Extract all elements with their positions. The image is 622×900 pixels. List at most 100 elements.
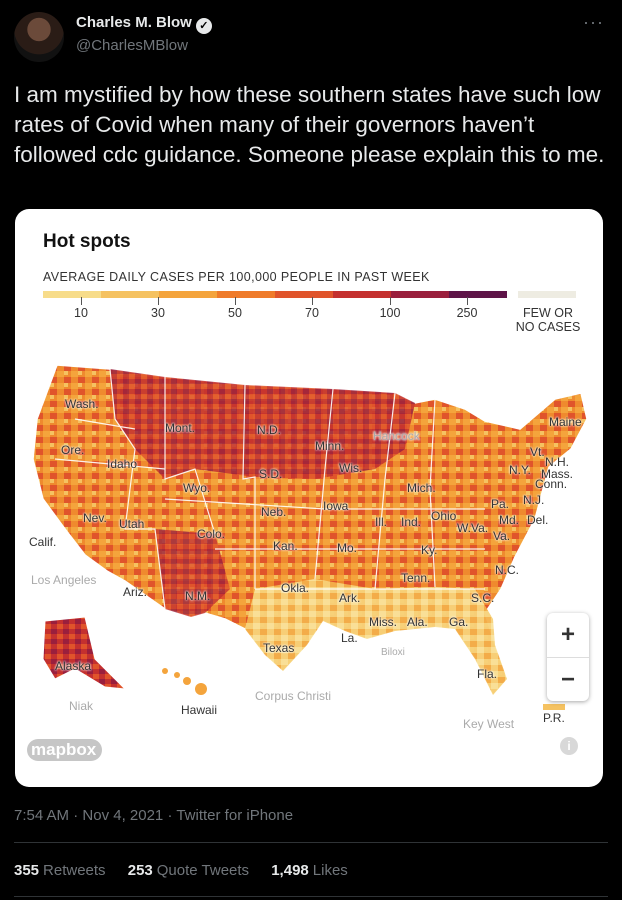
tweet-source[interactable]: Twitter for iPhone: [176, 807, 294, 824]
quote-tweets-stat[interactable]: 253 Quote Tweets: [127, 862, 250, 879]
legend-swatch: [217, 291, 275, 298]
map-label-los-angeles: Los Angeles: [31, 573, 97, 587]
tweet-date[interactable]: Nov 4, 2021: [82, 807, 164, 824]
map-label-ky: Ky.: [421, 543, 438, 557]
legend-title: AVERAGE DAILY CASES PER 100,000 PEOPLE I…: [43, 270, 430, 284]
map-label-wva: W.Va.: [457, 521, 489, 535]
map-label-nh: N.H.: [545, 455, 569, 469]
map-label-key-west: Key West: [463, 717, 515, 731]
map-label-alaska: Alaska: [55, 659, 92, 673]
map-label-va: Va.: [493, 529, 511, 543]
map-label-conn: Conn.: [535, 477, 568, 491]
mapbox-logo[interactable]: mapbox: [27, 739, 103, 761]
divider: [14, 896, 608, 897]
legend-swatch: [275, 291, 333, 298]
tweet-meta: 7:54 AM · Nov 4, 2021 · Twitter for iPho…: [14, 807, 294, 824]
map-label-ill: Ill.: [375, 515, 387, 529]
zoom-controls: + −: [547, 613, 589, 701]
avatar[interactable]: [14, 12, 64, 62]
map-label-iowa: Iowa: [323, 499, 349, 513]
map-label-sc: S.C.: [471, 591, 495, 605]
map-label-ny: N.Y.: [509, 463, 531, 477]
legend-tick: [312, 297, 313, 305]
legend-tick: [158, 297, 159, 305]
retweets-stat[interactable]: 355 Retweets: [14, 862, 106, 879]
map-label-miss: Miss.: [369, 615, 397, 629]
info-icon[interactable]: i: [560, 737, 578, 755]
legend-color-scale: [43, 291, 507, 298]
map-label-sd: S.D.: [259, 467, 283, 481]
tweet-stats: 355 Retweets 253 Quote Tweets 1,498 Likes: [14, 862, 366, 879]
legend-swatch: [449, 291, 507, 298]
legend-swatch: [159, 291, 217, 298]
map-label-nd: N.D.: [257, 423, 281, 437]
map-label-ark: Ark.: [339, 591, 361, 605]
map-label-corpus-christi: Corpus Christi: [255, 689, 332, 703]
map-label-utah: Utah: [119, 517, 145, 531]
map-label-texas: Texas: [263, 641, 295, 655]
map-label-pa: Pa.: [491, 497, 510, 511]
legend-tick-label: 250: [456, 306, 478, 320]
map-label-fla: Fla.: [477, 667, 498, 681]
map-label-nj: N.J.: [523, 493, 545, 507]
legend-none-swatch: [518, 291, 576, 298]
more-options-icon[interactable]: ···: [583, 12, 604, 32]
map-label-mass: Mass.: [541, 467, 574, 481]
legend-tick-label: 50: [228, 306, 242, 320]
zoom-out-button[interactable]: −: [560, 666, 575, 693]
map-label-okla: Okla.: [281, 581, 310, 595]
author-handle[interactable]: @CharlesMBlow: [76, 37, 188, 54]
author-name[interactable]: Charles M. Blow ✓: [76, 14, 212, 34]
legend-tick: [467, 297, 468, 305]
map-label-pr: P.R.: [543, 711, 565, 725]
map-label-md: Md.: [499, 513, 520, 527]
map-label-wyo: Wyo.: [183, 481, 211, 495]
map-label-minn: Minn.: [315, 439, 345, 453]
map-label-ala: Ala.: [407, 615, 428, 629]
map-label-vt: Vt.: [530, 445, 545, 459]
map-label-mich: Mich.: [407, 481, 436, 495]
legend-tick-label: 10: [74, 306, 88, 320]
map-label-colo: Colo.: [197, 527, 226, 541]
map-label-neb: Neb.: [261, 505, 287, 519]
legend-swatch: [333, 291, 391, 298]
legend-none-label: FEW OR NO CASES: [515, 306, 581, 334]
map-label-del: Del.: [527, 513, 549, 527]
likes-stat[interactable]: 1,498 Likes: [271, 862, 348, 879]
legend-swatch: [101, 291, 159, 298]
map-label-nev: Nev.: [83, 511, 107, 525]
map-label-tenn: Tenn.: [401, 571, 431, 585]
map-label-calif: Calif.: [29, 535, 57, 549]
legend-tick: [81, 297, 82, 305]
map-label-idaho: Idaho: [107, 457, 138, 471]
map-card[interactable]: Hot spots AVERAGE DAILY CASES PER 100,00…: [15, 209, 603, 787]
map-label-nc: N.C.: [495, 563, 519, 577]
card-title: Hot spots: [43, 231, 131, 252]
map-label-ariz: Ariz.: [123, 585, 147, 599]
map-label-wash: Wash.: [65, 397, 99, 411]
map-label-hancock: Hancock: [373, 429, 420, 443]
legend-tick-label: 70: [305, 306, 319, 320]
map-graphic: [32, 364, 588, 710]
map-label-la: La.: [341, 631, 358, 645]
map-label-hawaii: Hawaii: [181, 703, 218, 717]
map-label-kan: Kan.: [273, 539, 298, 553]
tweet-text: I am mystified by how these southern sta…: [14, 82, 605, 167]
legend-tick: [235, 297, 236, 305]
map-label-mont: Mont.: [165, 421, 196, 435]
legend-swatch: [43, 291, 101, 298]
map-label-niak: Niak: [69, 699, 94, 713]
map-label-biloxi: Biloxi: [381, 647, 405, 658]
divider: [14, 842, 608, 843]
map-label-ore: Ore.: [61, 443, 85, 457]
legend-tick-label: 30: [151, 306, 165, 320]
tweet-time[interactable]: 7:54 AM: [14, 807, 70, 824]
us-covid-map[interactable]: Wash. Ore. Idaho Mont. N.D. Minn. Hancoc…: [15, 359, 603, 787]
map-label-wis: Wis.: [339, 461, 363, 475]
legend-tick-label: 100: [379, 306, 401, 320]
legend-swatch: [391, 291, 449, 298]
map-label-maine: Maine: [549, 415, 582, 429]
map-label-nm: N.M.: [185, 589, 211, 603]
zoom-in-button[interactable]: +: [547, 613, 589, 658]
map-label-ind: Ind.: [401, 515, 422, 529]
